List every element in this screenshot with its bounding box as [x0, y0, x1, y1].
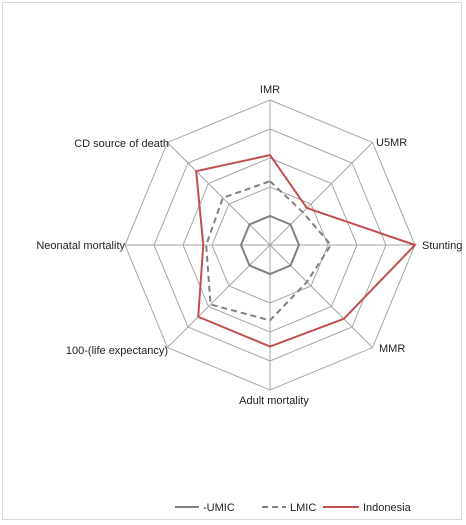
axis-label: CD source of death	[74, 138, 169, 150]
grid-spoke	[269, 142, 373, 246]
axis-label: U5MR	[376, 137, 407, 149]
legend: -UMIC LMIC Indonesia	[175, 502, 412, 514]
legend-label: Indonesia	[363, 502, 412, 514]
axis-label: Neonatal mortality	[36, 240, 125, 252]
series-line	[195, 153, 417, 348]
series-line	[239, 214, 301, 276]
grid-spoke	[269, 244, 373, 348]
radar-series	[195, 153, 417, 348]
grid-spoke	[167, 142, 271, 246]
axis-label: MMR	[379, 343, 405, 355]
series-line	[205, 180, 333, 322]
legend-label: -UMIC	[203, 502, 235, 514]
axis-label: Stunting	[422, 240, 462, 252]
chart-frame	[2, 2, 462, 520]
axis-labels: IMR U5MR Stunting MMR Adult mortality 100-(li…	[36, 84, 462, 407]
legend-label: LMIC	[290, 502, 316, 514]
axis-label: 100-(life expectancy)	[66, 345, 168, 357]
axis-label: Adult mortality	[239, 395, 309, 407]
axis-label: IMR	[260, 84, 280, 96]
grid-spoke	[167, 244, 271, 348]
